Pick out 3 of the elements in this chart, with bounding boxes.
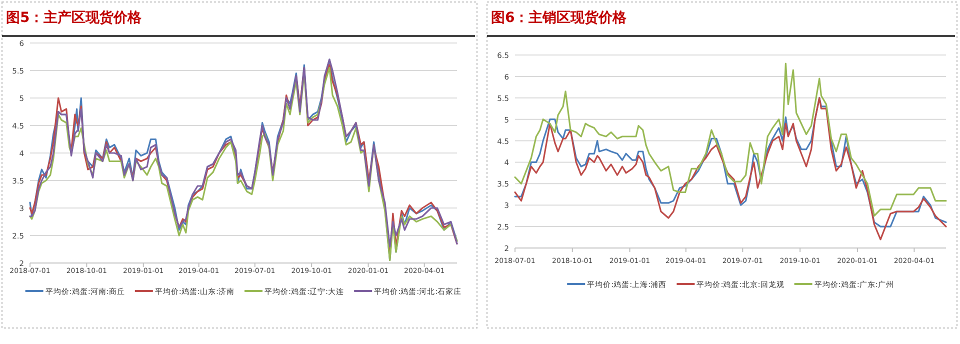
line-series <box>514 62 947 217</box>
chart-title: 图6：主销区现货价格 <box>491 9 628 26</box>
chart-title: 图5：主产区现货价格 <box>6 9 143 26</box>
